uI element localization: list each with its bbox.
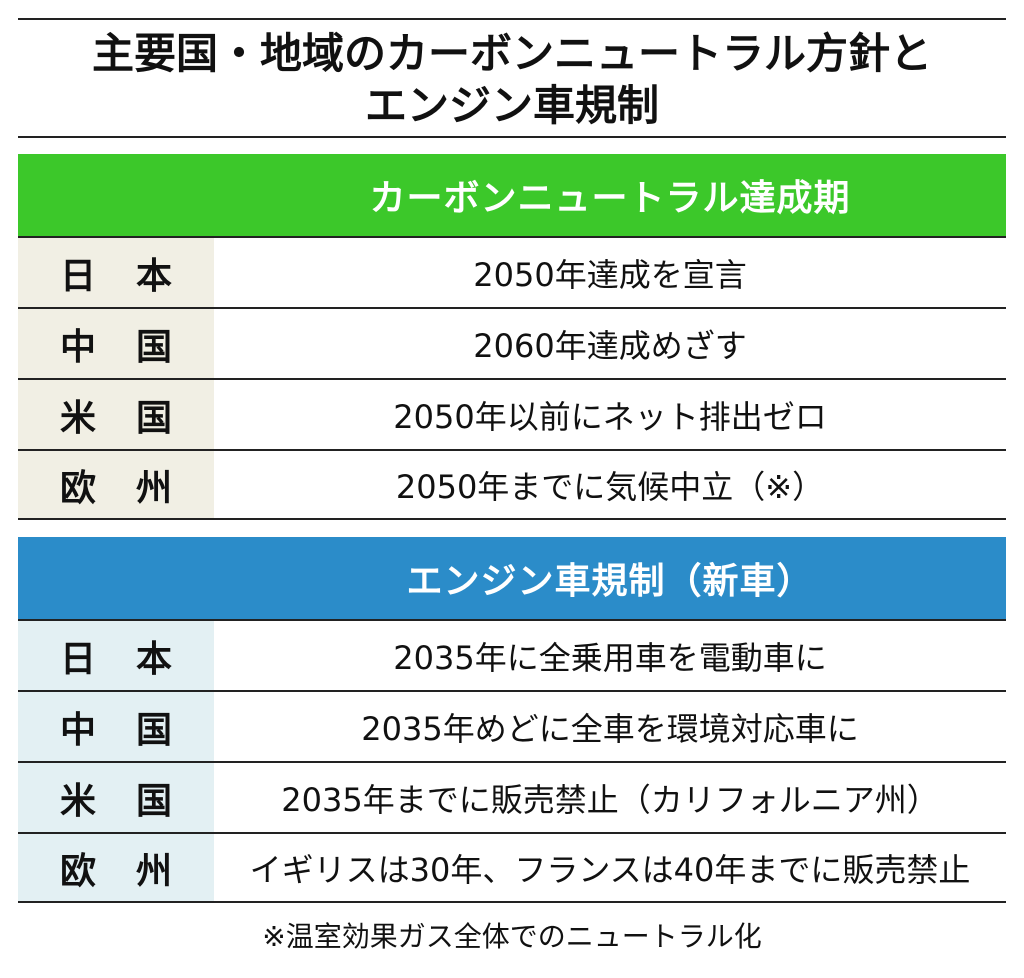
row-value: 2050年達成を宣言 — [214, 238, 1006, 307]
row-value: 2035年めどに全車を環境対応車に — [214, 692, 1006, 761]
row-label-japan: 日本 — [18, 621, 214, 690]
footnote: ※温室効果ガス全体でのニュートラル化 — [262, 920, 762, 953]
table-row: 欧州 イギリスは30年、フランスは40年までに販売禁止 — [18, 832, 1006, 903]
engine-regulation-header: エンジン車規制（新車） — [18, 537, 1006, 619]
carbon-neutral-header-text: カーボンニュートラル達成期 — [369, 178, 851, 219]
row-value: 2035年に全乗用車を電動車に — [214, 621, 1006, 690]
table-row: 日本 2050年達成を宣言 — [18, 236, 1006, 307]
carbon-neutral-header: カーボンニュートラル達成期 — [18, 154, 1006, 236]
table-row: 欧州 2050年までに気候中立（※） — [18, 449, 1006, 520]
row-label-china: 中国 — [18, 309, 214, 378]
row-value: 2035年までに販売禁止（カリフォルニア州） — [214, 763, 1006, 832]
page-title-line-2: エンジン車規制 — [364, 81, 659, 130]
engine-regulation-section: エンジン車規制（新車） 日本 2035年に全乗用車を電動車に 中国 2035年め… — [18, 537, 1006, 903]
table-row: 米国 2050年以前にネット排出ゼロ — [18, 378, 1006, 449]
table-row: 中国 2060年達成めざす — [18, 307, 1006, 378]
carbon-neutral-section: カーボンニュートラル達成期 日本 2050年達成を宣言 中国 2060年達成めざ… — [18, 154, 1006, 520]
page-title: 主要国・地域のカーボンニュートラル方針と エンジン車規制 — [18, 28, 1006, 132]
top-rule — [18, 18, 1006, 20]
row-label-usa: 米国 — [18, 380, 214, 449]
page-title-line-1: 主要国・地域のカーボンニュートラル方針と — [91, 29, 932, 78]
table-row: 米国 2035年までに販売禁止（カリフォルニア州） — [18, 761, 1006, 832]
title-bottom-rule — [18, 136, 1006, 138]
row-label-china: 中国 — [18, 692, 214, 761]
row-label-europe: 欧州 — [18, 451, 214, 518]
row-value: 2050年までに気候中立（※） — [214, 451, 1006, 518]
table-row: 日本 2035年に全乗用車を電動車に — [18, 619, 1006, 690]
row-label-usa: 米国 — [18, 763, 214, 832]
row-label-japan: 日本 — [18, 238, 214, 307]
row-value: 2050年以前にネット排出ゼロ — [214, 380, 1006, 449]
engine-regulation-header-text: エンジン車規制（新車） — [406, 561, 814, 602]
table-row: 中国 2035年めどに全車を環境対応車に — [18, 690, 1006, 761]
row-label-europe: 欧州 — [18, 834, 214, 901]
row-value: イギリスは30年、フランスは40年までに販売禁止 — [214, 834, 1006, 901]
row-value: 2060年達成めざす — [214, 309, 1006, 378]
